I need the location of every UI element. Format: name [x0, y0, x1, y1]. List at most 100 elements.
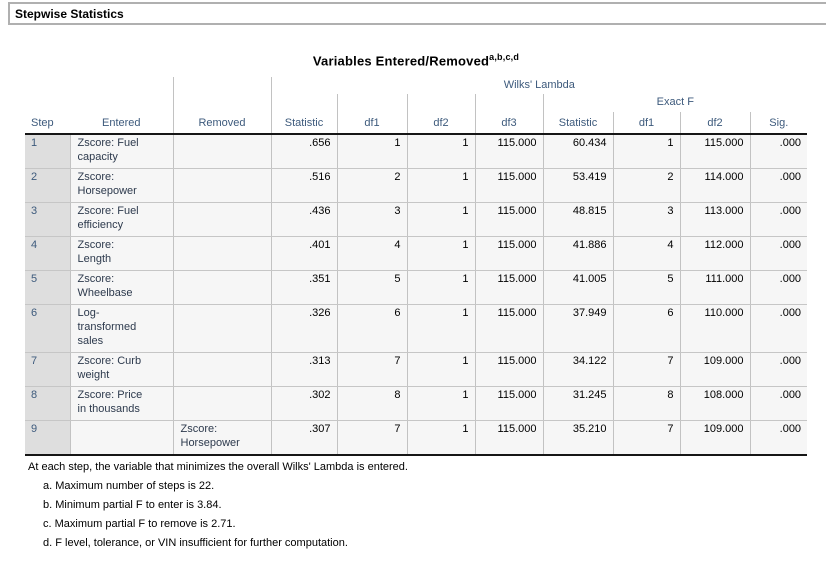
sig-cell: .000 [749, 386, 808, 422]
wilks-statistic-cell: .302 [270, 386, 337, 422]
wilks-df1-cell: 1 [336, 134, 407, 170]
exactf-statistic-cell: 31.245 [542, 386, 613, 422]
wilks-df3-cell: 115.000 [474, 386, 543, 422]
wilks-df2-cell: 1 [406, 420, 475, 456]
exactf-df2-cell: 112.000 [679, 236, 750, 272]
exactf-df1-cell: 4 [612, 236, 680, 272]
wilks-statistic-cell: .401 [270, 236, 337, 272]
entered-cell: Zscore: Wheelbase [69, 270, 173, 306]
exactf-df1-cell: 1 [612, 134, 680, 170]
col-header-sig: Sig. [749, 112, 808, 136]
table-row: 5 Zscore: Wheelbase .351 5 1 115.000 41.… [25, 270, 808, 306]
wilks-statistic-cell: .516 [270, 168, 337, 204]
exactf-df2-cell: 110.000 [679, 304, 750, 354]
entered-cell [69, 420, 173, 456]
exactf-df1-cell: 5 [612, 270, 680, 306]
entered-cell: Zscore: Fuel capacity [69, 134, 173, 170]
wilks-df1-cell: 7 [336, 420, 407, 456]
removed-cell [172, 236, 271, 272]
footnote-b-text: Minimum partial F to enter is 3.84. [55, 499, 222, 512]
wilks-df1-cell: 7 [336, 352, 407, 388]
sig-cell: .000 [749, 270, 808, 306]
wilks-df1-cell: 2 [336, 168, 407, 204]
step-cell: 4 [25, 236, 70, 272]
wilks-df2-cell: 1 [406, 134, 475, 170]
sig-cell: .000 [749, 352, 808, 388]
footnote-a: a. Maximum number of steps is 22. [43, 480, 807, 493]
footnote-a-text: Maximum number of steps is 22. [55, 480, 215, 493]
col-header-wilks-statistic: Statistic [270, 94, 337, 136]
exactf-df2-cell: 114.000 [679, 168, 750, 204]
table-row: 6 Log- transformed sales .326 6 1 115.00… [25, 304, 808, 354]
wilks-df2-cell: 1 [406, 386, 475, 422]
wilks-df2-cell: 1 [406, 168, 475, 204]
removed-cell [172, 304, 271, 354]
exactf-statistic-cell: 41.886 [542, 236, 613, 272]
removed-cell [172, 202, 271, 238]
table-body: 1 Zscore: Fuel capacity .656 1 1 115.000… [25, 134, 808, 456]
footnote-c-marker: c. [43, 518, 52, 531]
table-row: 7 Zscore: Curb weight .313 7 1 115.000 3… [25, 352, 808, 388]
exactf-statistic-cell: 34.122 [542, 352, 613, 388]
exactf-df1-cell: 7 [612, 352, 680, 388]
step-cell: 2 [25, 168, 70, 204]
footnote-c-text: Maximum partial F to remove is 2.71. [54, 518, 236, 531]
entered-cell: Zscore: Fuel efficiency [69, 202, 173, 238]
footnote-d-text: F level, tolerance, or VIN insufficient … [55, 537, 348, 550]
col-header-removed: Removed [172, 77, 271, 136]
col-group-wilks-lambda: Wilks' Lambda [270, 77, 808, 95]
wilks-df3-cell: 115.000 [474, 420, 543, 456]
wilks-df2-cell: 1 [406, 352, 475, 388]
removed-cell [172, 134, 271, 170]
variables-entered-removed-table[interactable]: Step Entered Removed Wilks' Lambda Stati… [25, 77, 808, 457]
step-cell: 3 [25, 202, 70, 238]
exactf-statistic-cell: 53.419 [542, 168, 613, 204]
sig-cell: .000 [749, 304, 808, 354]
step-cell: 7 [25, 352, 70, 388]
wilks-df2-cell: 1 [406, 236, 475, 272]
table-row: 3 Zscore: Fuel efficiency .436 3 1 115.0… [25, 202, 808, 238]
step-cell: 6 [25, 304, 70, 354]
removed-cell [172, 270, 271, 306]
sig-cell: .000 [749, 202, 808, 238]
exactf-df1-cell: 6 [612, 304, 680, 354]
exactf-df2-cell: 111.000 [679, 270, 750, 306]
table-title-footnote-markers: a,b,c,d [489, 52, 520, 62]
wilks-statistic-cell: .307 [270, 420, 337, 456]
footnote-a-marker: a. [43, 480, 53, 493]
col-header-entered: Entered [70, 77, 173, 136]
step-cell: 5 [25, 270, 70, 306]
footnote-b: b. Minimum partial F to enter is 3.84. [43, 499, 807, 512]
exactf-df2-cell: 109.000 [679, 420, 750, 456]
col-header-wilks-df1: df1 [336, 94, 407, 136]
output-content: Variables Entered/Removeda,b,c,d Step En… [25, 52, 808, 550]
step-cell: 1 [25, 134, 70, 170]
exactf-df1-cell: 3 [612, 202, 680, 238]
wilks-df1-cell: 6 [336, 304, 407, 354]
removed-cell: Zscore: Horsepower [172, 420, 271, 456]
wilks-df1-cell: 4 [336, 236, 407, 272]
footnote-c: c. Maximum partial F to remove is 2.71. [43, 518, 807, 531]
sig-cell: .000 [749, 134, 808, 170]
wilks-df3-cell: 115.000 [474, 304, 543, 354]
sig-cell: .000 [749, 236, 808, 272]
exactf-statistic-cell: 60.434 [542, 134, 613, 170]
exactf-df1-cell: 8 [612, 386, 680, 422]
wilks-df2-cell: 1 [406, 202, 475, 238]
exactf-statistic-cell: 48.815 [542, 202, 613, 238]
table-row: 2 Zscore: Horsepower .516 2 1 115.000 53… [25, 168, 808, 204]
footnotes: At each step, the variable that minimize… [25, 461, 807, 550]
exactf-df1-cell: 7 [612, 420, 680, 456]
col-header-wilks-df2: df2 [406, 94, 475, 136]
table-title-text: Variables Entered/Removed [312, 53, 490, 69]
removed-cell [172, 352, 271, 388]
exactf-df1-cell: 2 [612, 168, 680, 204]
removed-cell [172, 386, 271, 422]
wilks-df3-cell: 115.000 [474, 352, 543, 388]
footnote-b-marker: b. [43, 499, 53, 512]
exactf-statistic-cell: 37.949 [542, 304, 613, 354]
col-header-exactf-statistic: Statistic [542, 112, 613, 136]
wilks-statistic-cell: .436 [270, 202, 337, 238]
section-header[interactable]: Stepwise Statistics [8, 2, 826, 25]
footnote-d: d. F level, tolerance, or VIN insufficie… [43, 537, 807, 550]
